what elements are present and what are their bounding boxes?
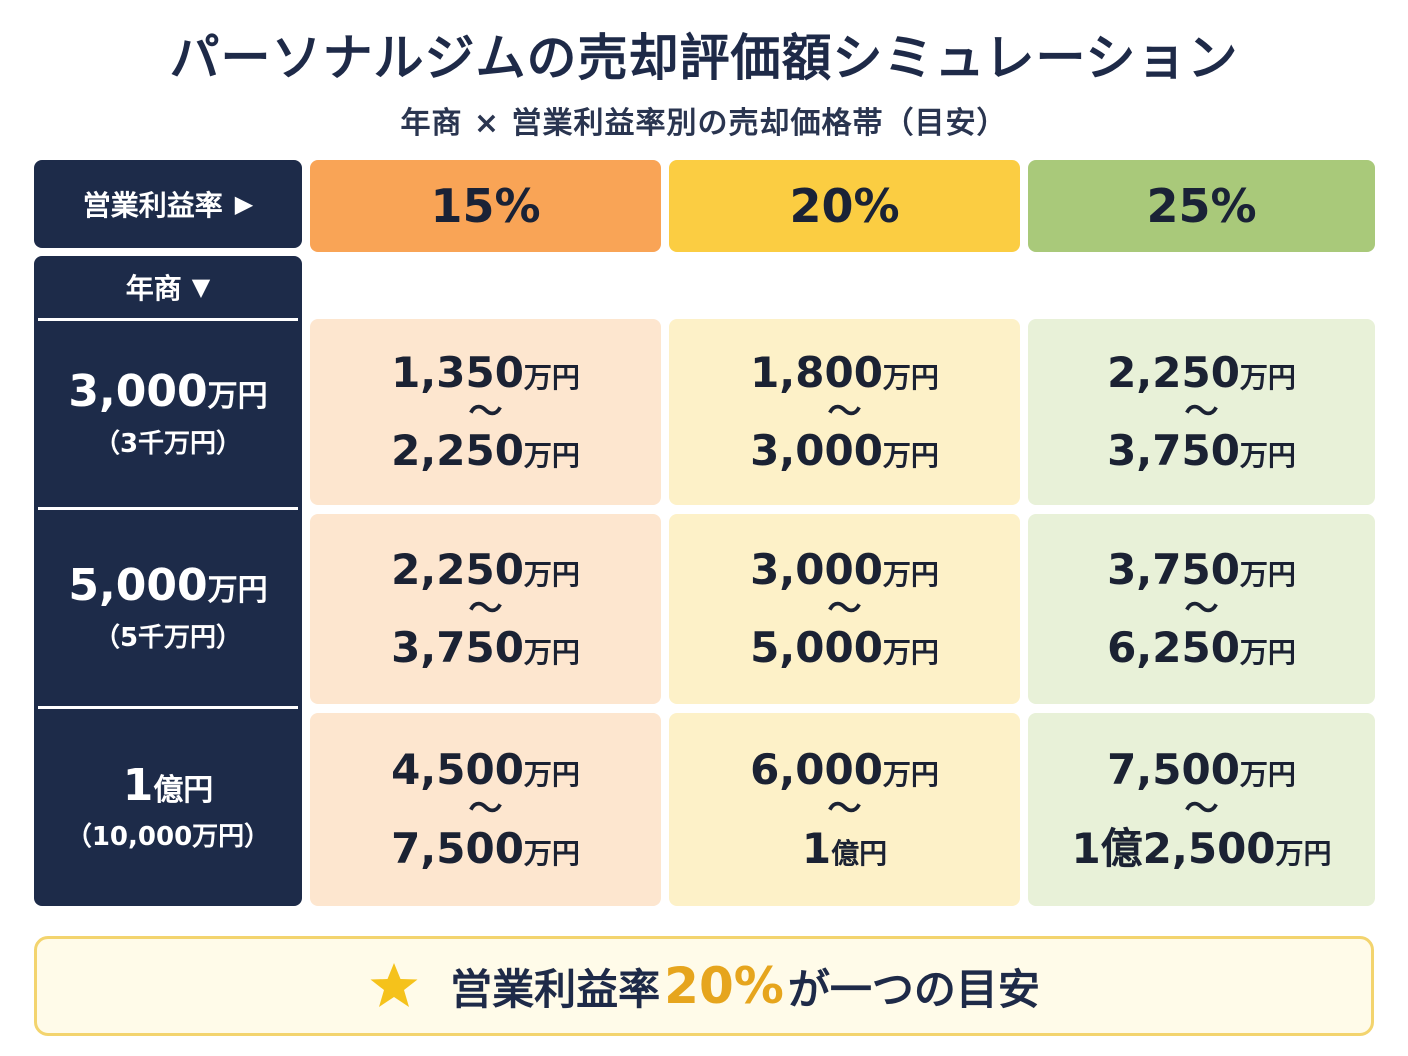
price-range-cell: 3,000万円 ～ 5,000万円 [669,514,1020,704]
price-range-cell: 7,500万円 ～ 1億2,500万円 [1028,713,1375,906]
column-header-15: 15% [310,160,661,252]
price-high: 3,750万円 [1107,426,1296,476]
price-low: 1,350万円 [391,347,580,397]
price-low: 3,750万円 [1107,544,1296,594]
price-high: 2,250万円 [391,426,580,476]
page-subtitle: 年商 × 営業利益率別の売却価格帯（目安） [400,106,1008,141]
right-arrow-icon: ▶ [234,190,254,218]
price-low: 2,250万円 [391,544,580,594]
down-arrow-icon: ▼ [191,273,211,301]
margin-axis-label: 営業利益率 ▶ [34,160,302,248]
price-range-cell: 1,350万円 ～ 2,250万円 [310,319,661,505]
revenue-axis-text: 年商 [125,272,182,305]
price-low: 2,250万円 [1107,347,1296,397]
revenue-value: 3,000万円 [68,366,268,418]
revenue-value: 1億円 [122,759,214,811]
callout-highlight: 20% [664,957,784,1015]
price-low: 7,500万円 [1107,745,1296,795]
price-high: 6,250万円 [1107,623,1296,673]
divider [38,706,298,709]
revenue-subtext: （10,000万円） [65,822,271,853]
range-symbol: ～ [827,391,862,432]
revenue-subtext: （3千万円） [93,428,243,459]
divider [38,318,298,321]
price-range-cell: 2,250万円 ～ 3,750万円 [1028,319,1375,505]
range-symbol: ～ [1184,391,1219,432]
page-title: パーソナルジムの売却評価額シミュレーション [169,29,1239,87]
revenue-row-header-5000: 5,000万円 （5千万円） [34,510,302,706]
price-low: 6,000万円 [750,745,939,795]
price-range-cell: 3,750万円 ～ 6,250万円 [1028,514,1375,704]
price-range-cell: 6,000万円 ～ 1億円 [669,713,1020,906]
column-header-label: 25% [1146,179,1257,233]
price-range-cell: 1,800万円 ～ 3,000万円 [669,319,1020,505]
column-header-20: 20% [669,160,1020,252]
column-header-label: 15% [430,179,541,233]
price-range-cell: 4,500万円 ～ 7,500万円 [310,713,661,906]
price-low: 4,500万円 [391,745,580,795]
star-icon [370,963,418,1007]
range-symbol: ～ [1184,789,1219,830]
divider [38,507,298,510]
price-high: 7,500万円 [391,823,580,873]
price-high: 3,000万円 [750,426,939,476]
column-header-label: 20% [789,179,900,233]
callout-suffix: が一つの目安 [787,964,1040,1014]
range-symbol: ～ [468,588,503,629]
guideline-callout: 営業利益率 20% が一つの目安 [34,936,1374,1036]
callout-prefix: 営業利益率 [450,964,661,1014]
revenue-axis: 年商 ▼ 3,000万円 （3千万円） 5,000万円 （5千万円） 1億円 （… [34,256,302,906]
range-symbol: ～ [468,391,503,432]
price-high: 1億円 [801,823,888,873]
revenue-row-header-3000: 3,000万円 （3千万円） [34,321,302,507]
price-high: 5,000万円 [750,623,939,673]
column-header-25: 25% [1028,160,1375,252]
revenue-row-header-1oku: 1億円 （10,000万円） [34,709,302,906]
revenue-subtext: （5千万円） [93,622,243,653]
price-low: 3,000万円 [750,544,939,594]
price-low: 1,800万円 [750,347,939,397]
price-range-cell: 2,250万円 ～ 3,750万円 [310,514,661,704]
price-high: 3,750万円 [391,623,580,673]
revenue-axis-label: 年商 ▼ [34,256,302,318]
range-symbol: ～ [827,789,862,830]
range-symbol: ～ [827,588,862,629]
range-symbol: ～ [1184,588,1219,629]
range-symbol: ～ [468,789,503,830]
price-high: 1億2,500万円 [1071,823,1332,873]
revenue-value: 5,000万円 [68,560,268,612]
margin-axis-text: 営業利益率 [82,189,223,222]
